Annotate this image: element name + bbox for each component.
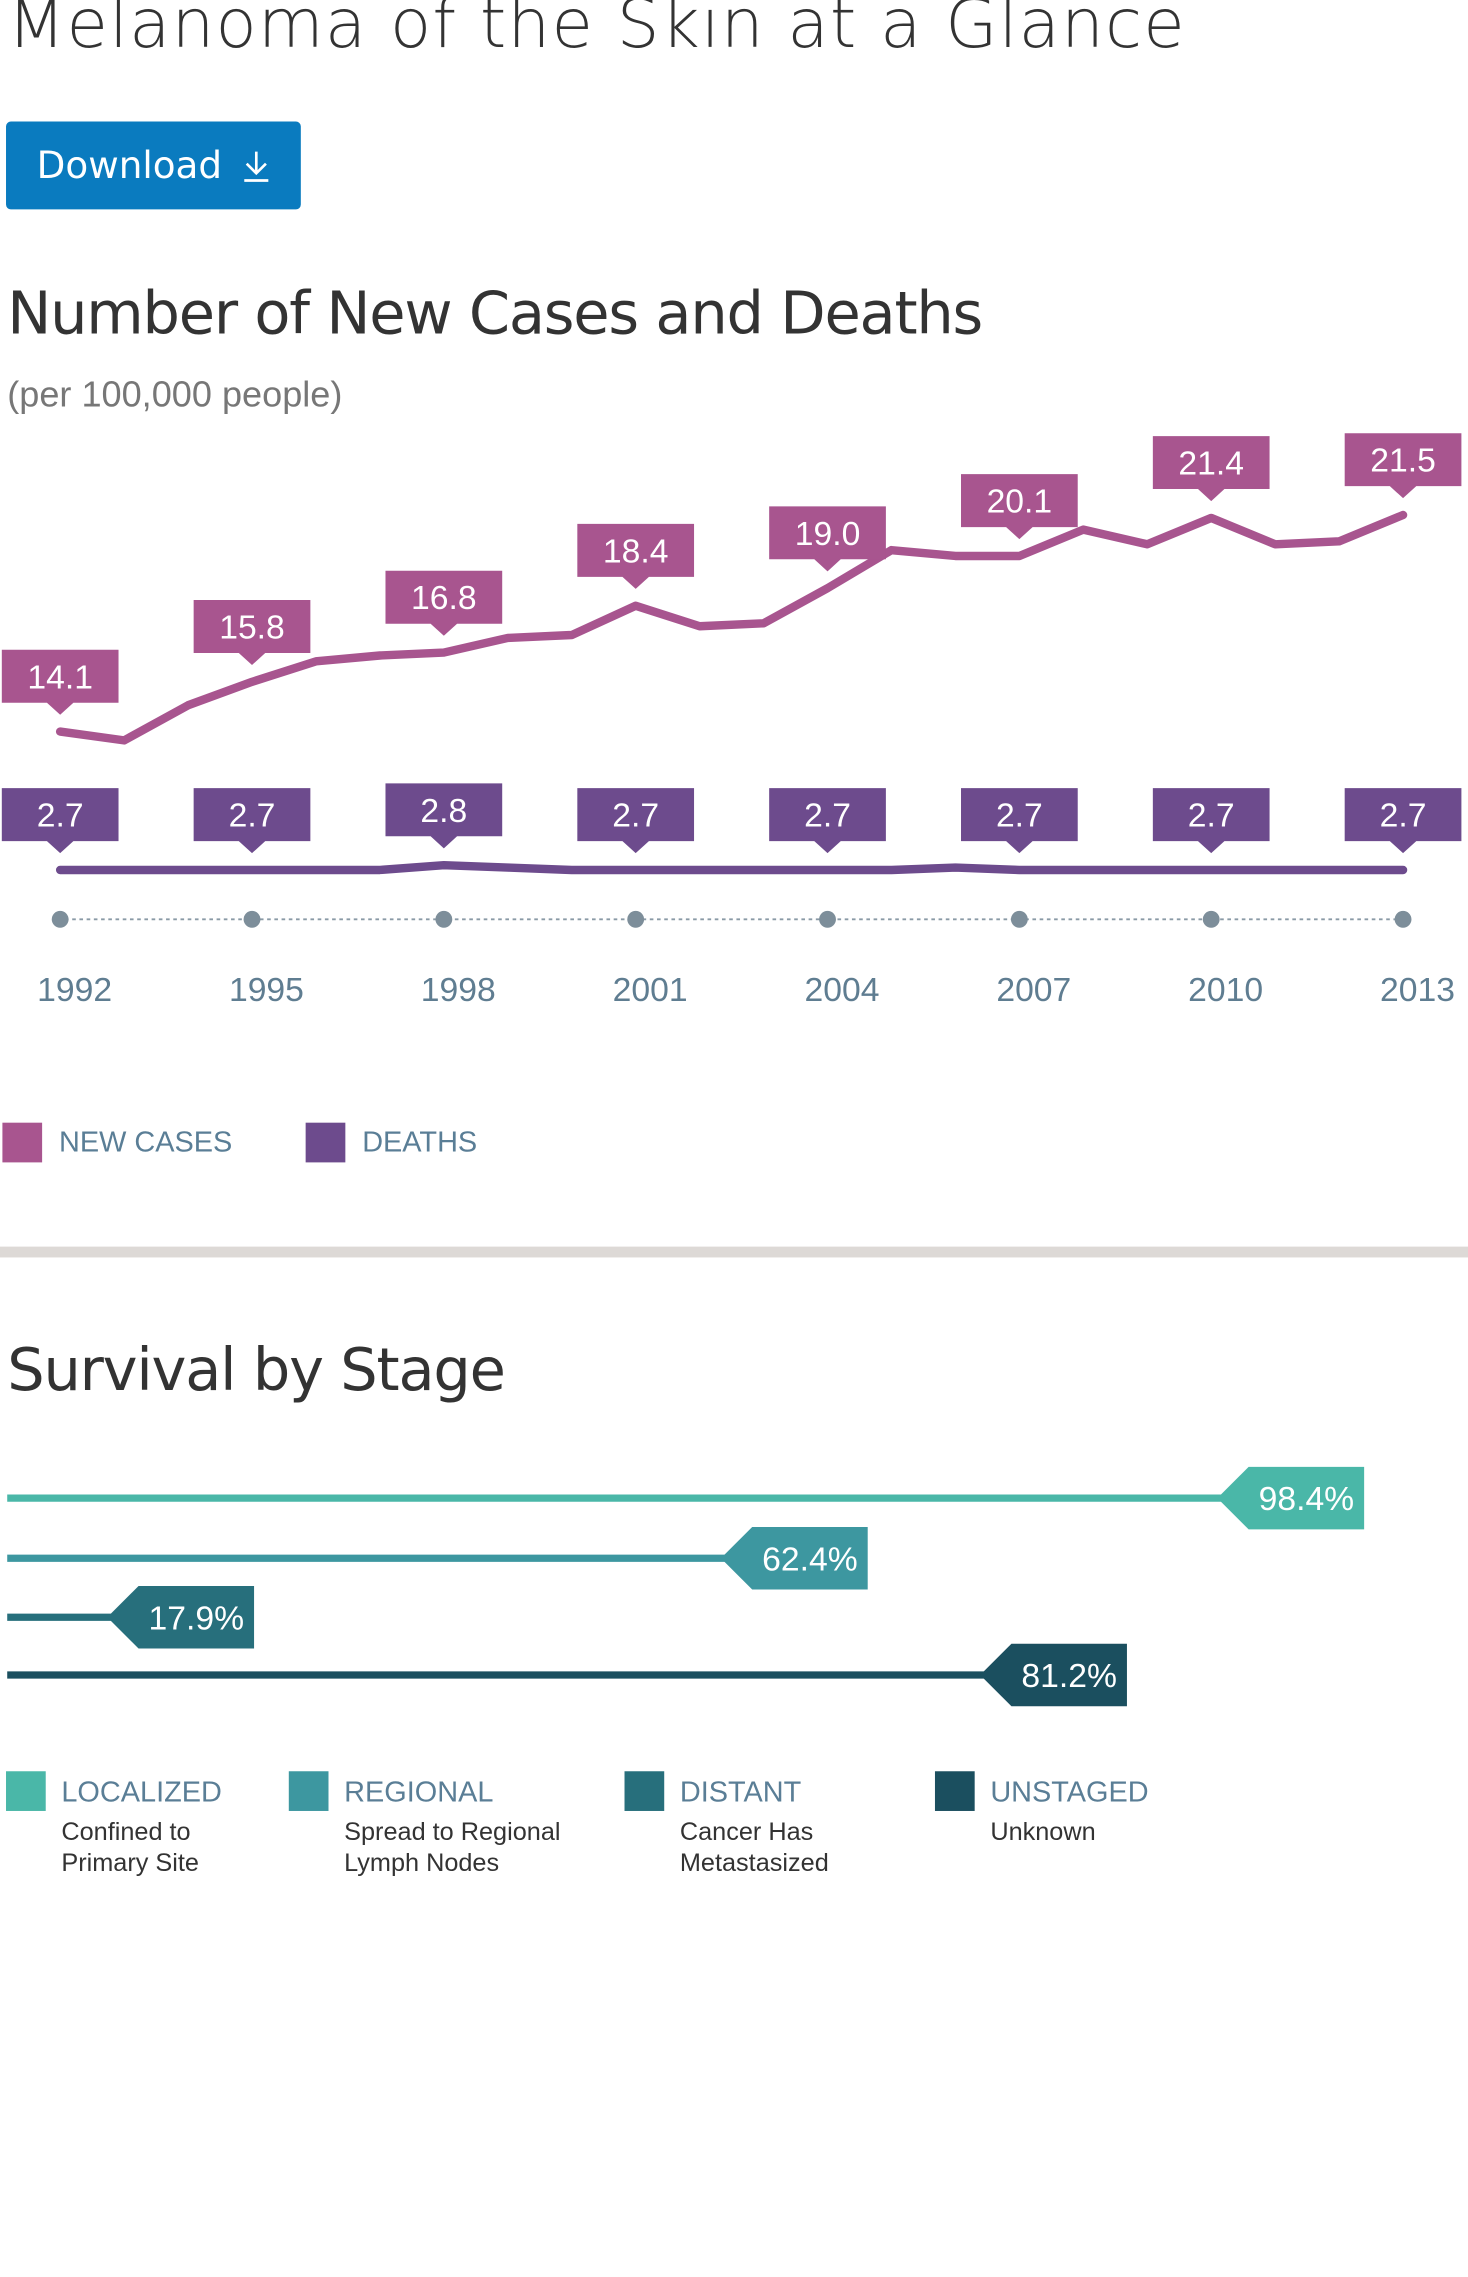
survival-value-label: 62.4% [762,1541,858,1578]
new-cases-data-label: 16.8 [385,570,503,636]
survival-bar-regional: 62.4% [7,1526,868,1590]
legend-deaths: DEATHS [305,1122,478,1163]
svg-text:2.7: 2.7 [804,798,851,835]
x-tick-label: 2001 [613,972,688,1009]
x-axis-tick-dot [819,910,836,928]
deaths-data-label: 2.7 [1344,788,1462,854]
survival-value-label: 81.2% [1021,1658,1117,1695]
x-tick-label: 2004 [804,972,879,1009]
svg-text:14.1: 14.1 [27,659,93,696]
deaths-data-label: 2.7 [1,788,119,854]
distant-swatch [624,1771,665,1811]
deaths-line [55,860,1408,875]
new-cases-data-label: 15.8 [193,600,311,666]
svg-text:19.0: 19.0 [795,516,861,553]
survival-value-label: 17.9% [149,1600,245,1637]
svg-text:18.4: 18.4 [603,533,669,570]
svg-text:2.7: 2.7 [1188,798,1235,835]
download-label: Download [36,143,223,188]
x-axis-tick-dot [1394,910,1412,928]
svg-text:2.7: 2.7 [229,798,276,835]
legend-localized-desc: Confined to Primary Site [61,1818,199,1878]
deaths-data-label: 2.8 [385,783,503,849]
deaths-data-label: 2.7 [193,788,311,854]
new-cases-data-label: 19.0 [769,506,886,572]
svg-text:2.7: 2.7 [1380,798,1427,835]
new-cases-line [55,510,1408,745]
x-tick-label: 2013 [1380,972,1455,1009]
legend-unstaged-desc: Unknown [990,1818,1096,1846]
svg-text:2.7: 2.7 [996,798,1043,835]
legend-regional-desc: Spread to Regional Lymph Nodes [344,1818,561,1878]
cases-deaths-line-chart: 1992 1995 1998 2001 2004 2007 2010 2013 14.1 15.8… [1,433,1462,1009]
cases-section-subtitle: (per 100,000 people) [7,375,343,416]
svg-text:21.5: 21.5 [1370,443,1436,480]
svg-text:20.1: 20.1 [987,484,1053,521]
survival-bar-localized: 98.4% [7,1466,1365,1530]
deaths-swatch [305,1122,346,1163]
deaths-data-label: 2.7 [769,788,886,854]
x-tick-label: 1998 [421,972,496,1009]
page-title: Melanoma of the Skin at a Glance [7,0,1186,64]
legend-regional-label: REGIONAL [344,1776,494,1809]
new-cases-data-label: 20.1 [961,474,1078,540]
legend-unstaged-label: UNSTAGED [990,1776,1149,1809]
x-axis-tick-dot [51,910,69,928]
new-cases-data-label: 21.4 [1152,436,1270,502]
new-cases-data-label: 18.4 [577,523,695,589]
new-cases-data-label: 21.5 [1344,433,1462,499]
x-tick-label: 2007 [996,972,1071,1009]
legend-new-cases-label: NEW CASES [58,1125,233,1159]
legend-deaths-label: DEATHS [362,1125,478,1159]
unstaged-swatch [934,1771,975,1811]
svg-text:16.8: 16.8 [411,580,477,617]
survival-bar-unstaged: 81.2% [7,1643,1127,1707]
legend-distant-desc: Cancer Has Metastasized [679,1818,829,1878]
survival-section-title: Survival by Stage [7,1335,506,1405]
x-axis-tick-dot [1010,910,1028,928]
x-axis-tick-dot [627,910,645,928]
svg-text:21.4: 21.4 [1178,446,1244,483]
x-axis-tick-dot [1202,910,1220,928]
svg-text:2.7: 2.7 [612,798,659,835]
x-tick-label: 1992 [37,972,112,1009]
download-icon [243,151,268,182]
download-button[interactable]: Download [6,121,301,210]
regional-swatch [288,1771,329,1811]
legend-localized-label: LOCALIZED [61,1776,222,1809]
svg-text:15.8: 15.8 [219,610,285,647]
deaths-data-label: 2.7 [1152,788,1270,854]
deaths-data-label: 2.7 [577,788,695,854]
cases-section-title: Number of New Cases and Deaths [7,279,983,348]
new-cases-data-label: 14.1 [1,649,119,715]
new-cases-swatch [2,1122,43,1163]
svg-text:2.8: 2.8 [420,793,467,830]
section-divider [0,1246,1468,1258]
x-tick-label: 1995 [229,972,304,1009]
localized-swatch [6,1771,46,1811]
deaths-data-label: 2.7 [961,788,1078,854]
survival-value-label: 98.4% [1259,1481,1355,1518]
legend-new-cases: NEW CASES [2,1122,233,1163]
x-axis-tick-dot [243,910,261,928]
legend-distant-label: DISTANT [679,1776,802,1809]
survival-bar-distant: 17.9% [7,1585,255,1649]
survival-bar-chart: 98.4% 62.4% 17.9% 81.2% [7,1466,1365,1707]
x-tick-label: 2010 [1188,972,1263,1009]
svg-text:2.7: 2.7 [37,798,84,835]
x-axis-tick-dot [435,910,453,928]
